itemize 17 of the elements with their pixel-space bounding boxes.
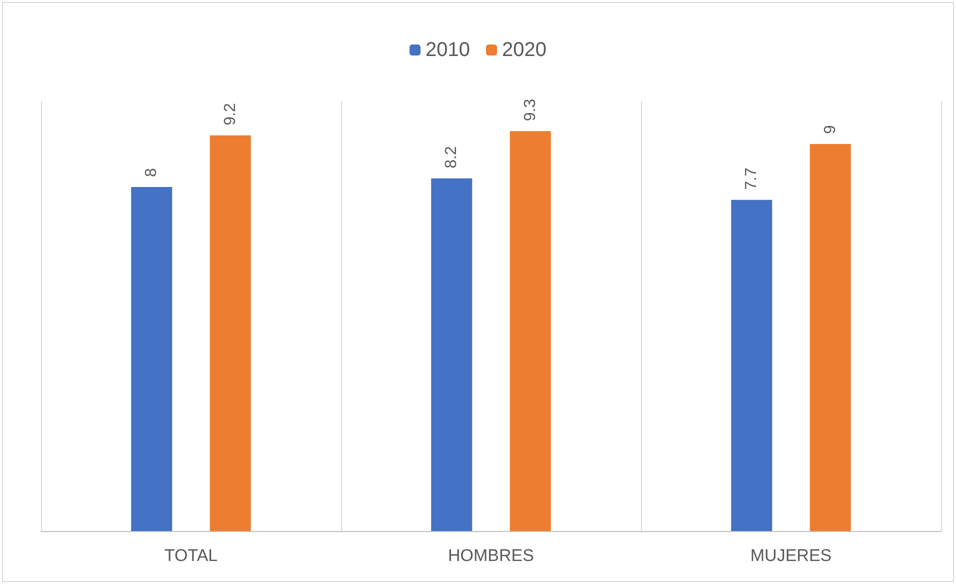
x-tick-label: MUJERES (750, 546, 832, 565)
data-label: 9 (822, 125, 839, 134)
bar (810, 144, 851, 531)
data-label: 9.3 (522, 98, 539, 122)
x-tick-label: TOTAL (164, 546, 218, 565)
bar (131, 187, 172, 531)
legend-label: 2020 (502, 39, 546, 61)
legend-label: 2010 (426, 39, 470, 61)
data-label: 8 (143, 168, 160, 177)
bar (510, 131, 551, 531)
data-label: 7.7 (743, 168, 760, 190)
x-tick-label: HOMBRES (448, 546, 534, 565)
bar (431, 178, 472, 531)
bar (210, 135, 251, 531)
bar (731, 200, 772, 531)
data-label: 9.2 (222, 103, 239, 126)
data-label: 8.2 (443, 146, 460, 168)
